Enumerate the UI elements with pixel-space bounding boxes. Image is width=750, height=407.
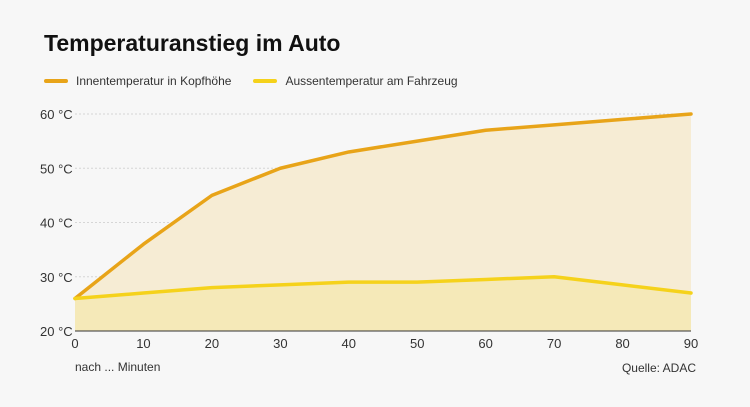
x-tick-label-90: 90 [684,336,698,351]
x-tick-label-70: 70 [547,336,561,351]
x-tick-label-50: 50 [410,336,424,351]
chart-title: Temperaturanstieg im Auto [44,30,341,56]
legend-item-aussentemperatur: Aussentemperatur am Fahrzeug [253,74,458,88]
legend-swatch-innentemperatur [44,79,68,83]
legend-swatch-aussentemperatur [253,79,278,83]
legend-label-aussentemperatur: Aussentemperatur am Fahrzeug [285,74,458,88]
legend-label-innentemperatur: Innentemperatur in Kopfhöhe [76,74,232,88]
area-series-1 [75,276,691,331]
x-tick-label-40: 40 [342,336,356,351]
y-tick-label-60: 60 °C [40,107,73,122]
x-tick-label-30: 30 [273,336,287,351]
x-axis-label: nach ... Minuten [75,360,161,374]
y-tick-label-40: 40 °C [40,216,73,231]
x-tick-label-20: 20 [205,336,219,351]
source-note: Quelle: ADAC [621,361,696,375]
y-tick-label-30: 30 °C [40,270,73,285]
x-tick-label-0: 0 [71,336,78,351]
y-tick-label-20: 20 °C [40,324,73,339]
x-tick-label-60: 60 [478,336,492,351]
legend: Innentemperatur in Kopfhöhe Aussentemper… [44,74,480,88]
line-series-1 [73,275,693,301]
legend-item-innentemperatur: Innentemperatur in Kopfhöhe [44,74,231,88]
x-tick-label-10: 10 [136,336,150,351]
x-tick-label-80: 80 [615,336,629,351]
y-tick-label-50: 50 °C [40,161,73,176]
line-series-0 [73,112,693,301]
